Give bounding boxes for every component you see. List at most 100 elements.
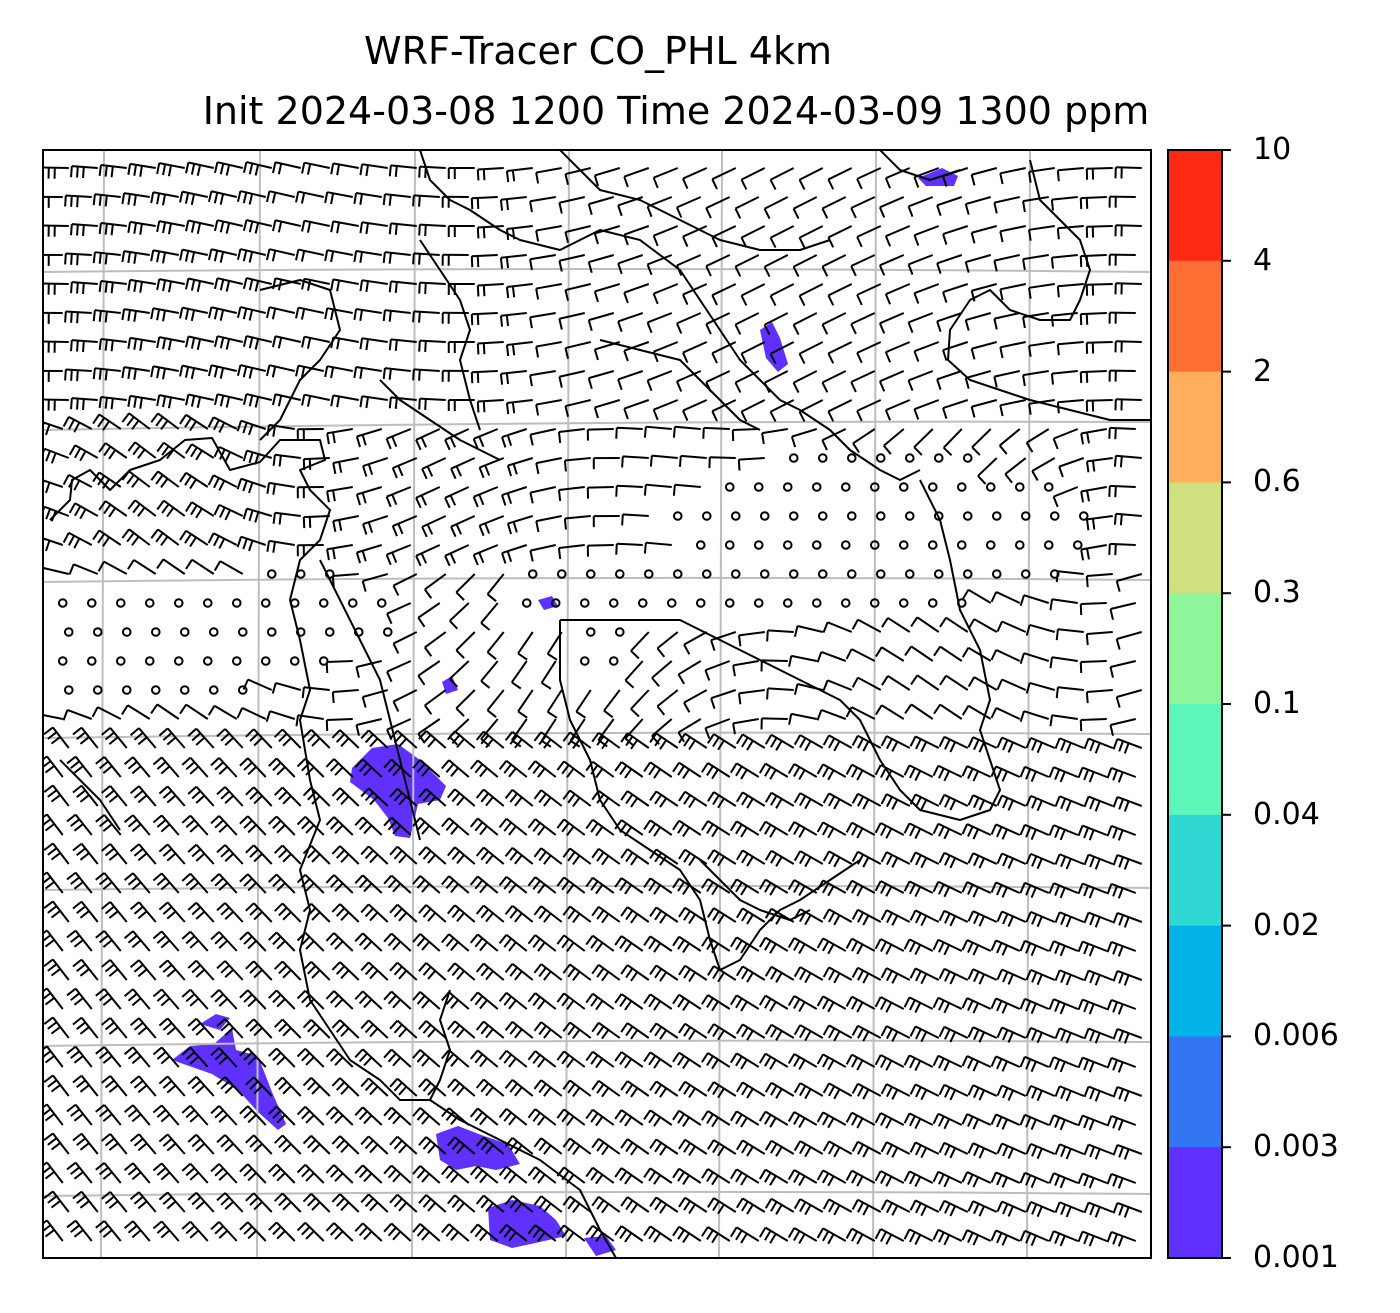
wind-barb (711, 283, 737, 306)
wind-barb (1115, 689, 1143, 708)
wind-barb (822, 734, 853, 752)
wind-barb (903, 764, 934, 782)
wind-barb (1048, 1114, 1079, 1131)
wind-barb (903, 996, 934, 1014)
wind-barb (1108, 195, 1136, 208)
wind-barb (296, 873, 325, 894)
wind-barb (236, 477, 267, 494)
wind-barb (585, 818, 615, 837)
wind-barb (704, 718, 731, 739)
wind-barb (735, 1139, 766, 1157)
wind-barb (295, 190, 324, 204)
wind-barb (476, 167, 504, 181)
wind-barb (123, 872, 151, 894)
wind-barb (1019, 997, 1050, 1015)
wind-barb (273, 1134, 302, 1155)
wind-barb (933, 703, 963, 720)
wind-barb (470, 370, 498, 384)
wind-barb (127, 441, 157, 459)
wind-barb (504, 789, 534, 807)
wind-barb (296, 428, 324, 441)
wind-barb (672, 1109, 702, 1128)
wind-barb (360, 1193, 389, 1213)
wind-barb (245, 786, 273, 807)
wind-barb (732, 660, 759, 677)
wind-barb (362, 515, 389, 535)
calm-wind-circle (1078, 511, 1089, 521)
wind-barb (996, 968, 1027, 985)
wind-barb (643, 1109, 673, 1127)
calm-wind-circle (811, 482, 822, 492)
wind-barb (216, 1076, 244, 1097)
calm-wind-circle (985, 540, 996, 550)
wind-barb (123, 1046, 151, 1068)
wind-barb (683, 631, 708, 655)
calm-wind-circle (92, 685, 103, 695)
wind-barb (331, 903, 360, 923)
wind-barb (730, 762, 760, 780)
wind-barb (763, 370, 789, 394)
wind-barb (630, 631, 650, 660)
wind-barb (1054, 969, 1085, 986)
calm-wind-circle (788, 453, 799, 463)
wind-barb (505, 225, 533, 241)
wind-barb (389, 845, 418, 865)
wind-barb (302, 1135, 331, 1155)
wind-barb (476, 341, 504, 355)
parallel-line (43, 576, 1151, 583)
wind-barb (152, 1220, 180, 1242)
wind-barb (101, 901, 128, 923)
wind-barb (615, 484, 643, 497)
wind-barb (822, 1140, 853, 1158)
wind-barb (185, 161, 214, 177)
wind-barb (737, 457, 765, 471)
wind-barb (504, 963, 534, 981)
calm-wind-circle (173, 656, 184, 666)
wind-barb (511, 660, 528, 690)
wind-barb (1022, 196, 1049, 213)
wind-barb (1022, 312, 1049, 329)
wind-barb (732, 718, 759, 735)
wind-barb (418, 165, 446, 178)
meridian-line (872, 150, 877, 1258)
wind-barb (711, 341, 737, 364)
wind-barb (758, 878, 789, 896)
calm-wind-circle (266, 569, 277, 579)
wind-barb (239, 989, 267, 1010)
wind-barb (827, 341, 853, 364)
colorbar-segment (1168, 150, 1222, 262)
wind-barb (296, 1105, 325, 1126)
wind-barb (101, 843, 128, 865)
wind-barb (72, 784, 99, 807)
wind-barb (587, 370, 615, 389)
wind-barb (127, 394, 156, 409)
wind-barb (499, 312, 527, 327)
calm-wind-circle (927, 482, 938, 492)
wind-barb (179, 364, 208, 380)
wind-barb (1083, 1201, 1114, 1218)
wind-barb (1109, 602, 1136, 620)
wind-barb (764, 1197, 795, 1215)
wind-barb (268, 1221, 296, 1242)
wind-barb (708, 456, 736, 469)
wind-barb (1048, 1230, 1079, 1247)
wind-barb (355, 486, 383, 506)
wind-barb (360, 1077, 389, 1097)
calm-wind-circle (266, 627, 277, 637)
wind-barb (92, 309, 121, 323)
wind-barb (92, 251, 121, 265)
wind-barb (1085, 283, 1113, 296)
parallel-line (43, 268, 1151, 273)
wind-barb (798, 341, 824, 364)
wind-barb (504, 847, 534, 865)
wind-barb (213, 161, 243, 176)
wind-barb (1054, 737, 1085, 754)
wind-barb (210, 1105, 238, 1126)
wind-barb (1108, 253, 1136, 266)
wind-barb (623, 167, 650, 188)
wind-barb (798, 283, 824, 306)
wind-barb (360, 961, 389, 981)
calm-wind-circle (753, 540, 764, 550)
wind-barb (501, 486, 528, 506)
wind-barb (883, 428, 905, 455)
